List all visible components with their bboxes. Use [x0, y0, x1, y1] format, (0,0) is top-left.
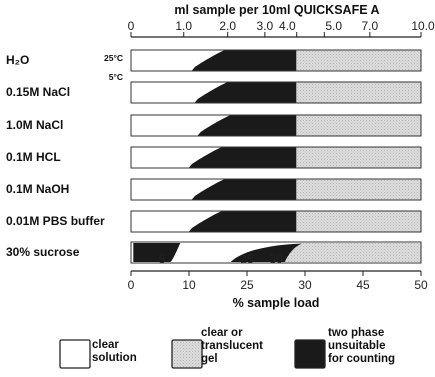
legend-label: clear: [92, 339, 119, 351]
top-axis-tick-label: 5.0: [325, 19, 342, 33]
bar-outline: [130, 178, 422, 201]
segment-twophase: [191, 50, 297, 71]
segment-twophase: [133, 243, 181, 262]
segment-twophase: [197, 115, 297, 136]
top-axis: 0 1.0 2.0 3.0 4.0 5.0 7.0 10.0: [128, 19, 435, 38]
bar-outline: [130, 114, 422, 137]
bar-outline: [130, 81, 422, 104]
bars: [130, 49, 422, 264]
top-axis-tick-label: 10.0: [411, 19, 435, 33]
row-label: 0.15M NaCl: [6, 85, 70, 99]
top-axis-tick-label: 2.0: [219, 19, 236, 33]
segment-twophase: [189, 147, 297, 168]
top-axis-tick-label: 3.0: [257, 19, 274, 33]
legend-label: gel: [201, 353, 218, 365]
temp-label-25: 25°C: [104, 53, 123, 63]
bar-outline: [130, 210, 422, 233]
segment-gel: [284, 243, 421, 262]
legend-label: clear or: [201, 327, 243, 339]
segment-twophase: [191, 179, 297, 200]
legend-swatch: [171, 339, 203, 369]
bar-row: [130, 146, 422, 169]
bar-outline: [130, 241, 422, 264]
bar-outline: [130, 146, 422, 169]
top-axis-tick-label: 4.0: [279, 19, 296, 33]
legend-label: for counting: [328, 353, 395, 365]
sucrose-minor-label: 25: [240, 252, 254, 266]
top-axis-tick-label: 0: [128, 19, 135, 33]
bottom-axis-tick-label: 0: [128, 278, 135, 292]
bottom-axis-tick-label: 10: [182, 278, 196, 292]
segment-twophase: [189, 211, 297, 232]
sucrose-minor-label: 5: [159, 252, 166, 266]
bottom-axis-tick-label: 45: [356, 278, 370, 292]
bar-outline: [130, 49, 422, 72]
bottom-axis: 0 10 25 30 45 50 5 25 30: [128, 252, 428, 292]
top-axis-tick-label: 1.0: [175, 19, 192, 33]
row-label: 1.0M NaCl: [6, 118, 63, 132]
row-labels: H₂O 0.15M NaCl 1.0M NaCl 0.1M HCL 0.1M NaOH 0…: [6, 53, 123, 259]
row-label: H₂O: [6, 53, 29, 67]
segment-gel: [296, 147, 421, 168]
segment-gel: [296, 82, 421, 103]
segment-twophase: [230, 243, 303, 262]
segment-gel: [296, 115, 421, 136]
legend-swatch: [59, 339, 91, 369]
segment-gel: [296, 50, 421, 71]
bar-row: [130, 81, 422, 104]
bar-row: [130, 241, 422, 264]
bar-row: [130, 114, 422, 137]
bar-row: [130, 178, 422, 201]
bottom-axis-tick-label: 50: [414, 278, 428, 292]
row-label: 0.1M NaOH: [6, 182, 69, 196]
top-axis-tick-label: 7.0: [362, 19, 379, 33]
bottom-axis-tick-label: 30: [298, 278, 312, 292]
bottom-axis-tick-label: 25: [240, 278, 254, 292]
legend-label: two phase: [328, 327, 384, 339]
legend-label: solution: [92, 352, 137, 364]
top-axis-title: ml sample per 10ml QUICKSAFE A: [174, 3, 379, 17]
bar-row: [130, 210, 422, 233]
legend-label: unsuitable: [328, 340, 386, 352]
row-label: 30% sucrose: [6, 245, 80, 259]
legend-swatch: [294, 339, 326, 369]
sucrose-minor-label: 30: [269, 252, 283, 266]
segment-gel: [296, 179, 421, 200]
row-label: 0.01M PBS buffer: [6, 214, 105, 228]
bottom-axis-label: % sample load: [233, 296, 320, 310]
segment-twophase: [194, 82, 297, 103]
temp-label-5: 5°C: [109, 72, 123, 82]
legend-label: translucent: [201, 340, 263, 352]
row-label: 0.1M HCL: [6, 150, 61, 164]
bar-row: [130, 49, 422, 72]
segment-gel: [296, 211, 421, 232]
